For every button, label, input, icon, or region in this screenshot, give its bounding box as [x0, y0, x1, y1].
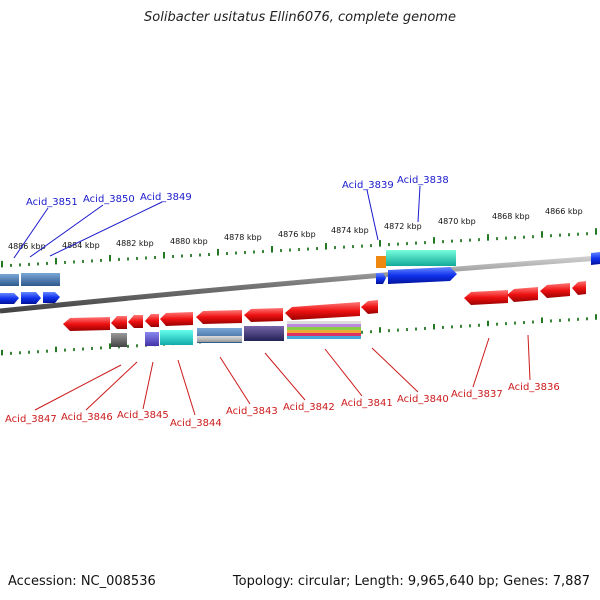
- gene-label-forward[interactable]: Acid_3838: [397, 175, 449, 186]
- gene-label-reverse[interactable]: Acid_3842: [283, 402, 335, 413]
- gene-label-reverse[interactable]: Acid_3840: [397, 394, 449, 405]
- feature-block: [0, 274, 19, 286]
- gene-arrow-forward: [388, 267, 457, 284]
- feature-block: [376, 256, 386, 268]
- gene-arrow-reverse: [361, 300, 378, 314]
- scale-label: 4876 kbp: [278, 230, 316, 239]
- scale-label: 4868 kbp: [492, 212, 530, 221]
- genome-summary: Topology: circular; Length: 9,965,640 bp…: [232, 574, 590, 589]
- feature-block: [287, 321, 361, 339]
- forward-leader-lines: [13, 185, 421, 259]
- feature-block: [160, 330, 193, 345]
- gene-label-reverse[interactable]: Acid_3841: [341, 398, 393, 409]
- gene-arrow-reverse: [160, 312, 193, 326]
- gene-label-reverse[interactable]: Acid_3844: [170, 418, 222, 429]
- gene-arrow-reverse: [63, 317, 110, 331]
- forward-scale-ticks: [1, 228, 597, 268]
- gene-arrow-reverse: [145, 314, 159, 327]
- gene-label-reverse[interactable]: Acid_3837: [451, 389, 503, 400]
- genome-title: Solibacter usitatus Ellin6076, complete …: [144, 10, 456, 25]
- feature-block: [244, 326, 284, 341]
- feature-block: [21, 273, 60, 286]
- gene-label-forward[interactable]: Acid_3850: [83, 194, 135, 205]
- scale-label: 4878 kbp: [224, 233, 262, 242]
- gene-arrow-forward: [21, 292, 41, 304]
- forward-strand-features: [0, 250, 600, 304]
- feature-block: [111, 333, 127, 347]
- feature-block: [197, 336, 242, 342]
- gene-label-reverse[interactable]: Acid_3836: [508, 382, 560, 393]
- gene-arrow-reverse: [128, 315, 143, 328]
- scale-label: 4886 kbp: [8, 242, 46, 251]
- scale-label: 4884 kbp: [62, 241, 100, 250]
- gene-arrow-reverse: [507, 287, 538, 302]
- gene-arrow-forward: [43, 292, 60, 303]
- gene-arrow-forward: [376, 273, 386, 284]
- feature-block: [386, 250, 456, 266]
- accession-label: Accession: NC_008536: [8, 574, 156, 589]
- scale-label: 4870 kbp: [438, 217, 476, 226]
- scale-label: 4874 kbp: [331, 226, 369, 235]
- feature-block: [145, 332, 159, 346]
- reverse-leader-lines: [34, 334, 531, 416]
- genome-backbone: [0, 255, 600, 314]
- gene-arrow-reverse: [244, 308, 283, 322]
- gene-label-reverse[interactable]: Acid_3847: [5, 414, 57, 425]
- scale-label: 4866 kbp: [545, 207, 583, 216]
- gene-label-reverse[interactable]: Acid_3845: [117, 410, 169, 421]
- gene-arrow-reverse: [111, 316, 127, 329]
- gene-label-reverse[interactable]: Acid_3846: [61, 412, 113, 423]
- gene-arrow-reverse: [572, 281, 586, 295]
- gene-label-forward[interactable]: Acid_3839: [342, 180, 394, 191]
- gene-arrow-reverse: [540, 283, 570, 298]
- scale-label: 4872 kbp: [384, 222, 422, 231]
- gene-arrow-reverse: [464, 290, 508, 305]
- scale-label: 4882 kbp: [116, 239, 154, 248]
- gene-arrow-forward: [0, 293, 19, 304]
- gene-arrow-reverse: [285, 302, 360, 320]
- gene-label-reverse[interactable]: Acid_3843: [226, 406, 278, 417]
- gene-arrow-reverse: [196, 310, 242, 324]
- gene-label-forward[interactable]: Acid_3851: [26, 197, 78, 208]
- reverse-strand-features: [63, 281, 586, 347]
- gene-arrow-forward: [591, 252, 600, 265]
- gene-label-forward[interactable]: Acid_3849: [140, 192, 192, 203]
- scale-label: 4880 kbp: [170, 237, 208, 246]
